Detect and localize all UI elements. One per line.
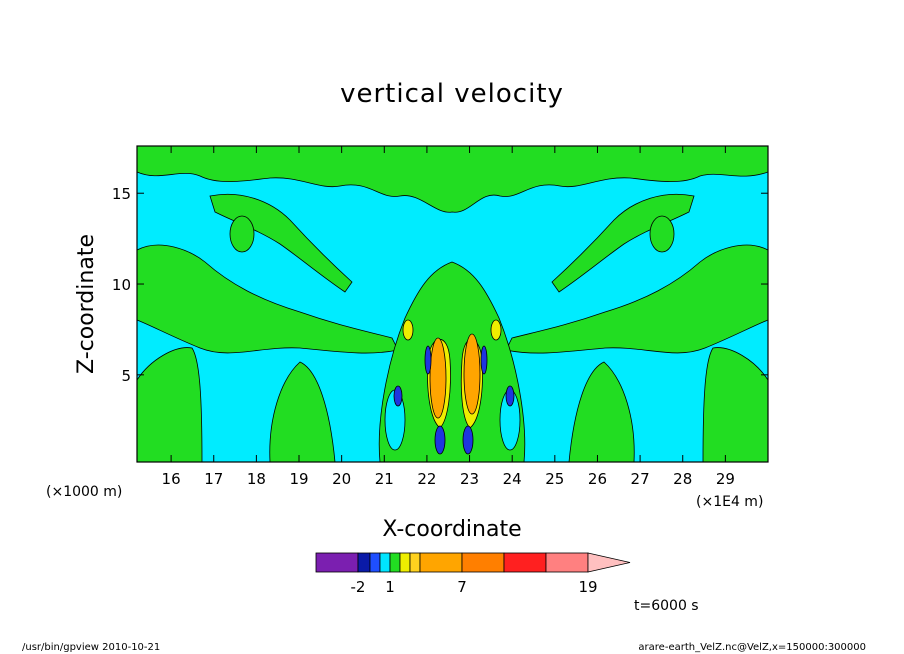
colorbar-segment [409,552,421,573]
colorbar-arrow [587,552,631,573]
chart-title: vertical velocity [340,79,564,109]
x-ticks: 16 17 18 19 20 21 22 23 24 25 26 27 28 29 [162,146,735,488]
colorbar-segment [399,552,411,573]
x-tick-label: 18 [247,470,266,488]
contour-green-left-inner-column [269,361,336,463]
colorbar-label: 7 [457,578,467,596]
contour-green-top-band [136,145,769,213]
y-ticks: 5 10 15 [112,185,768,385]
colorbar-segment [545,552,589,573]
contour-blue-center-left [424,345,432,375]
contour-orange-right-core [463,333,481,415]
x-tick-label: 17 [204,470,223,488]
x-tick-label: 22 [417,470,436,488]
x-tick-label: 23 [460,470,479,488]
y-tick-label: 5 [121,367,131,385]
contour-green-small-right [649,215,675,253]
contour-yellow-small-right [490,319,502,341]
contour-yellow-small-left [402,319,414,341]
colorbar-segment [503,552,547,573]
x-axis-label: X-coordinate [382,517,521,542]
colorbar-segment [315,552,359,573]
contour-blue-left [393,385,403,407]
contour-fields [136,145,769,463]
contour-green-right-inner-column [568,361,635,463]
colorbar-segment [461,552,505,573]
colorbar-label: 1 [385,578,395,596]
x-tick-label: 25 [545,470,564,488]
y-tick-label: 15 [112,185,131,203]
contour-green-small-left [229,215,255,253]
x-tick-label: 16 [162,470,181,488]
colorbar-segment [379,552,391,573]
colorbar-label: -2 [351,578,366,596]
colorbar-segment [369,552,381,573]
colorbar-label: 19 [578,578,597,596]
colorbar-segment [389,552,401,573]
x-tick-label: 24 [503,470,522,488]
x-tick-label: 27 [631,470,650,488]
x-tick-label: 19 [289,470,308,488]
x-tick-label: 28 [673,470,692,488]
contour-blue-bottom-left [434,425,446,455]
contour-green-center [378,261,526,463]
y-axis-label: Z-coordinate [74,234,99,374]
y-tick-label: 10 [112,276,131,294]
footer-right: arare-earth_VelZ.nc@VelZ,x=150000:300000 [638,642,866,653]
plot-area: 16 17 18 19 20 21 22 23 24 25 26 27 28 29 5 10 15 [112,145,769,488]
x-tick-label: 21 [375,470,394,488]
x-tick-label: 26 [588,470,607,488]
footer-left: /usr/bin/gpview 2010-10-21 [22,642,160,653]
colorbar: -2 1 7 19 [315,552,631,596]
contour-green-right-column [702,347,769,463]
colorbar-segment [419,552,463,573]
plot-frame [136,145,769,463]
x-tick-label: 29 [716,470,735,488]
contour-blue-right [505,385,515,407]
contour-orange-left-core [429,337,447,419]
contour-blue-bottom-right [462,425,474,455]
x-unit-left: (×1000 m) [46,484,122,500]
x-unit-right: (×1E4 m) [696,494,763,510]
time-label: t=6000 s [634,598,699,614]
x-tick-label: 20 [332,470,351,488]
contour-green-left-column [136,347,203,463]
contour-blue-center-right [480,345,488,375]
colorbar-segment [357,552,371,573]
